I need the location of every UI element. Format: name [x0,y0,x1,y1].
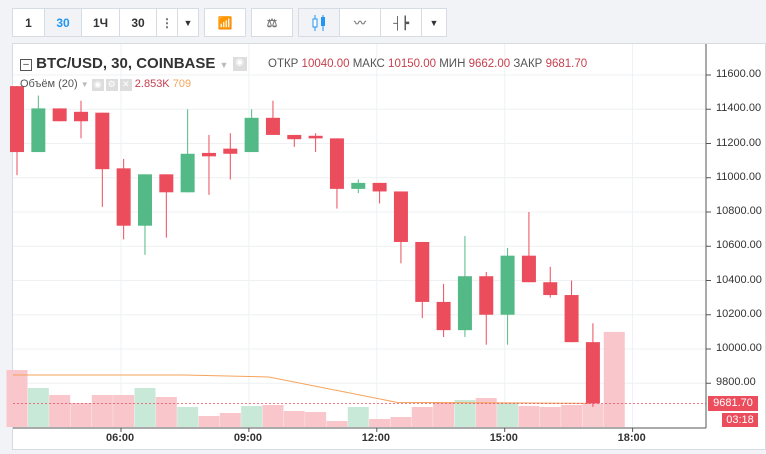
volume-ma-line [13,374,589,404]
candle-body [244,117,259,153]
symbol-title: BTC/USD, 30, COINBASE [36,55,216,72]
volume-bar [454,400,476,427]
candle-body [137,174,152,226]
more-vertical-icon[interactable]: ⋮ [156,8,178,37]
volume-bar [241,406,263,427]
candle-body [31,108,46,153]
volume-bar [305,412,327,427]
price-axis-label: 10400.00 [716,273,762,286]
volume-bar [262,405,284,427]
candle-body [372,182,387,192]
volume-bar [27,388,49,427]
candle-body [95,112,110,170]
candle-body [52,108,67,122]
volume-bar [433,402,455,427]
volume-bar [326,421,348,427]
last-price-label: 9681.70 [708,396,758,411]
interval-1h-button[interactable]: 1Ч [81,8,120,37]
price-axis-label: 10800.00 [716,205,762,217]
volume-bar [177,407,199,427]
volume-bar [518,406,540,427]
volume-dropdown-icon[interactable]: ▼ [80,80,89,89]
candle-body [500,255,515,315]
candle-body [180,153,195,193]
volume-bar [91,395,113,427]
volume-bar [283,411,305,427]
eye-icon[interactable]: ◉ [91,79,104,91]
volume-bar [113,395,135,427]
volume-legend[interactable]: Объём (20) ▼ ◉ ⚙ ✕ 2.853K 709 [20,78,192,91]
time-axis-label: 15:00 [489,432,518,444]
candle-body [393,191,408,242]
candle-body [308,135,323,139]
candle-body [159,174,174,193]
time-axis-label: 06:00 [106,432,135,444]
chart-type-dropdown-icon[interactable]: ▼ [421,8,447,37]
bars-icon[interactable]: ┤┝ [380,8,422,37]
candle-body [521,255,536,283]
volume-bar [475,398,497,427]
volume-bar [411,407,433,427]
volume-bar [390,417,412,427]
volume-bar [219,413,241,427]
price-axis-label: 11000.00 [716,170,762,183]
ohlc-legend: ОТКР 10040.00 МАКС 10150.00 МИН 9662.00 … [268,58,588,70]
candle-body [457,276,472,331]
candle-body [564,295,579,343]
collapse-icon[interactable]: – [20,59,32,71]
price-axis-label: 10200.00 [716,307,762,320]
volume-bar [582,404,604,427]
candle-body [585,342,600,404]
eye-icon[interactable]: ◉ [232,57,247,72]
volume-bar [369,419,391,427]
volume-bar [561,405,583,427]
volume-bar [49,395,71,427]
symbol-legend[interactable]: – BTC/USD, 30, COINBASE ▼ ◉ [20,55,247,72]
gear-icon[interactable]: ⚙ [105,79,118,91]
price-axis-label: 10600.00 [716,239,762,252]
volume-bar [603,331,625,427]
candle-body [543,282,558,296]
price-axis-label: 11200.00 [716,136,762,149]
candles-icon[interactable] [298,8,340,37]
volume-bar [198,416,220,427]
symbol-dropdown-icon[interactable]: ▼ [219,60,229,70]
candle-body [329,138,344,189]
volume-bar [539,407,561,427]
volume-bar [347,407,369,427]
dropdown-icon[interactable]: ▼ [177,8,199,37]
price-axis-label: 11400.00 [716,102,762,115]
candle-body [479,276,494,315]
indicators-icon[interactable]: 📶 [204,8,246,37]
price-axis-label: 10000.00 [716,342,762,354]
volume-bar [70,403,92,427]
time-axis-label: 18:00 [617,432,646,444]
close-icon[interactable]: ✕ [119,79,132,91]
countdown-label: 03:18 [722,413,758,427]
time-axis-label: 09:00 [233,432,263,444]
candle-body [351,182,366,189]
volume-bar [155,397,177,427]
candle-body [10,86,24,153]
candle-body [73,111,88,122]
candle-body [287,134,302,140]
interval-1-button[interactable]: 1 [12,8,45,37]
candle-body [436,301,451,331]
candle-body [415,241,430,302]
volume-bar [134,388,156,427]
time-axis-label: 12:00 [361,432,390,444]
compare-scale-icon[interactable]: ⚖ [251,8,293,37]
volume-bar [6,370,28,427]
price-axis-label: 11600.00 [716,68,762,80]
candle-body [201,152,216,157]
candle-body [223,148,238,154]
volume-bar [497,403,519,427]
candle-body [265,117,280,135]
price-axis-label: 9800.00 [716,376,756,389]
candle-body [116,168,131,226]
